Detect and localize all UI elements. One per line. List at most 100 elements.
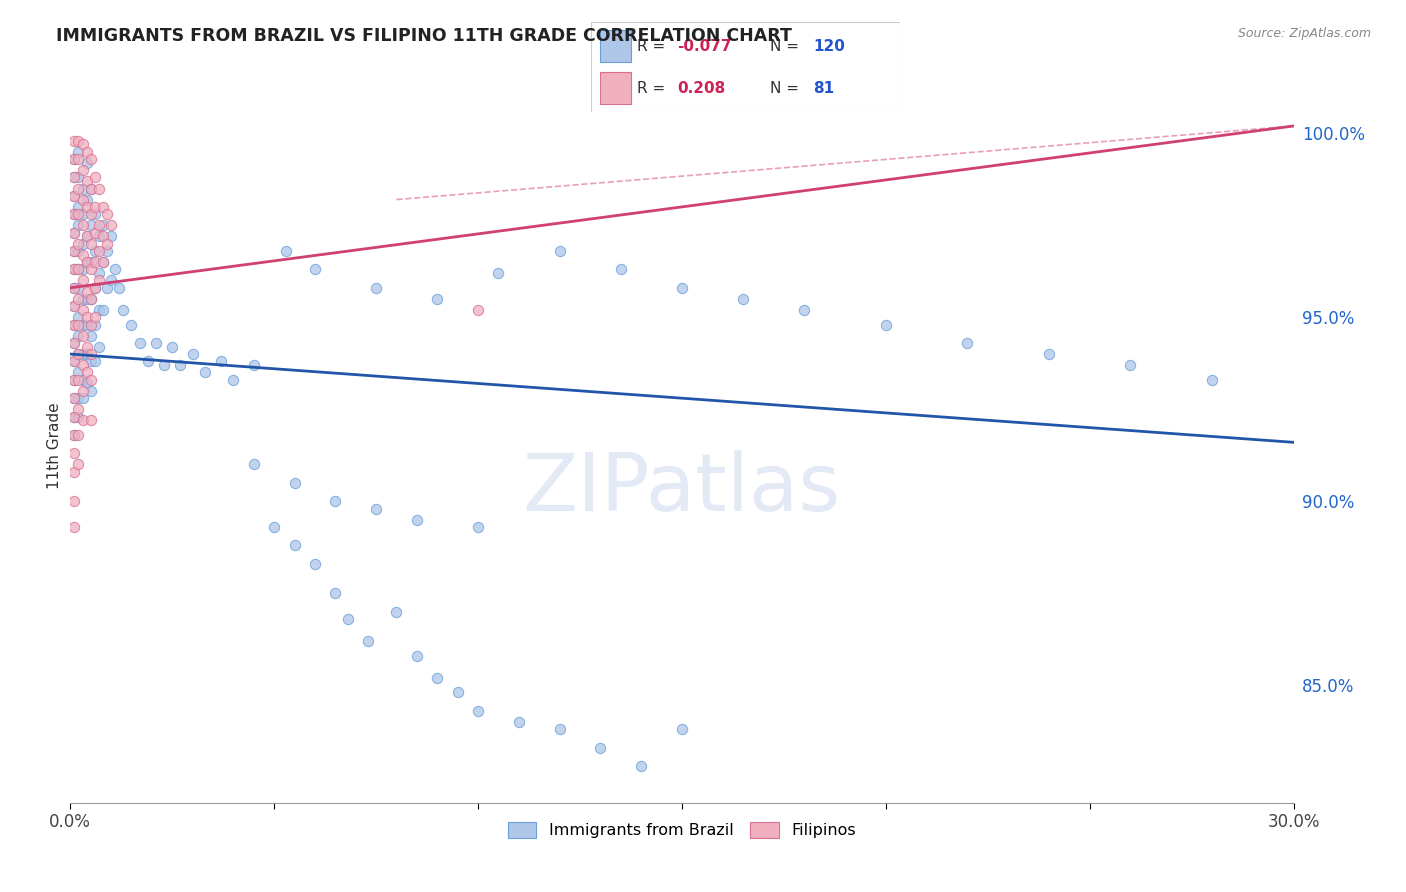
Point <box>63 134 86 148</box>
Point <box>169 358 191 372</box>
Point <box>76 174 98 188</box>
Point <box>128 336 150 351</box>
Point <box>76 155 98 169</box>
Point <box>145 336 167 351</box>
Point <box>83 244 105 258</box>
Point <box>67 366 90 380</box>
Point <box>72 391 94 405</box>
Point <box>67 292 90 306</box>
Point <box>385 605 408 619</box>
Point <box>63 281 86 295</box>
Point <box>1119 358 1142 372</box>
Point <box>136 354 159 368</box>
Point <box>243 458 266 472</box>
Point <box>284 475 307 490</box>
Text: 120: 120 <box>813 39 845 54</box>
Point <box>304 557 326 571</box>
Point <box>366 281 388 295</box>
Point <box>63 262 86 277</box>
Point <box>72 137 94 152</box>
Point <box>63 152 86 166</box>
Point <box>589 740 612 755</box>
Point <box>63 299 86 313</box>
Point <box>91 200 114 214</box>
Point <box>162 340 183 354</box>
Point <box>63 299 86 313</box>
Point <box>72 373 94 387</box>
Point <box>76 347 98 361</box>
Point <box>63 318 86 332</box>
Point <box>104 262 127 277</box>
Point <box>72 207 94 221</box>
Point <box>63 207 86 221</box>
Text: Source: ZipAtlas.com: Source: ZipAtlas.com <box>1237 27 1371 40</box>
Point <box>72 248 94 262</box>
Point <box>67 373 90 387</box>
Point <box>467 704 489 718</box>
Point <box>76 318 98 332</box>
Point <box>83 226 105 240</box>
Point <box>76 255 98 269</box>
Point <box>284 538 307 552</box>
Point <box>67 262 90 277</box>
Bar <box>600 30 631 62</box>
Point <box>76 292 98 306</box>
Point <box>67 244 90 258</box>
Point <box>79 354 103 368</box>
Point <box>67 391 90 405</box>
Point <box>263 520 285 534</box>
Point <box>79 413 103 427</box>
Point <box>79 207 103 221</box>
Point <box>63 373 86 387</box>
Point <box>79 236 103 251</box>
Point <box>72 302 94 317</box>
Point <box>83 318 105 332</box>
Point <box>79 292 103 306</box>
Point <box>96 207 118 221</box>
Point <box>63 465 86 479</box>
Point <box>406 512 429 526</box>
Point <box>671 723 693 737</box>
Point <box>76 200 98 214</box>
Point <box>79 384 103 398</box>
Point <box>243 358 266 372</box>
Point <box>87 302 110 317</box>
Text: 0.208: 0.208 <box>678 81 725 95</box>
Point <box>83 255 105 269</box>
Point <box>76 255 98 269</box>
Point <box>67 152 90 166</box>
Point <box>83 170 105 185</box>
Point <box>87 181 110 195</box>
Point <box>72 384 94 398</box>
Point <box>83 281 105 295</box>
Point <box>67 134 90 148</box>
Point <box>67 402 90 417</box>
Point <box>79 318 103 332</box>
Point <box>67 200 90 214</box>
Point <box>72 262 94 277</box>
Point <box>63 446 86 460</box>
Point <box>83 354 105 368</box>
Point <box>63 244 86 258</box>
Point <box>79 373 103 387</box>
Point <box>100 219 122 233</box>
Point <box>63 226 86 240</box>
Point <box>63 207 86 221</box>
Point <box>91 302 114 317</box>
Text: N =: N = <box>770 39 799 54</box>
Point <box>304 262 326 277</box>
Point <box>67 347 90 361</box>
Point <box>87 219 110 233</box>
Point <box>121 318 143 332</box>
Point <box>72 181 94 195</box>
Point <box>67 170 90 185</box>
Point <box>488 266 510 280</box>
Point <box>91 219 114 233</box>
Point <box>76 366 98 380</box>
Point <box>336 612 359 626</box>
Point <box>630 759 652 773</box>
Point <box>447 685 470 699</box>
Point <box>79 181 103 195</box>
Point <box>63 391 86 405</box>
Point <box>63 428 86 442</box>
